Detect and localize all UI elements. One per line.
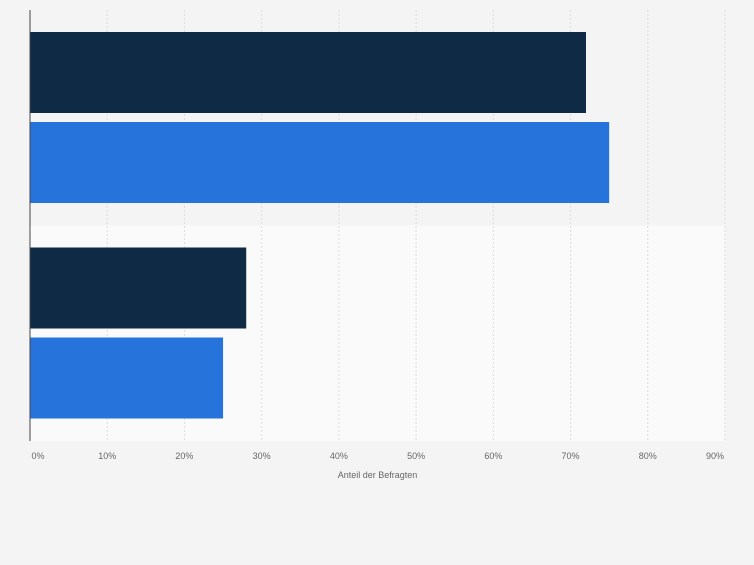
bar [30,247,247,329]
x-tick-label: 70% [562,451,580,461]
x-tick-label: 20% [175,451,193,461]
x-tick-labels: 0% 10% 20% 30% 40% 50% 60% 70% 80% 90% [31,451,724,461]
x-tick-label: 60% [484,451,502,461]
x-tick-label: 40% [330,451,348,461]
x-axis-label: Anteil der Befragten [338,470,418,480]
x-tick-label: 80% [639,451,657,461]
bars [30,32,610,419]
bar [30,122,610,203]
x-tick-label: 0% [31,451,44,461]
bar [30,337,224,419]
x-tick-label: 90% [706,451,724,461]
x-tick-label: 30% [253,451,271,461]
x-tick-label: 50% [407,451,425,461]
bar [30,32,586,113]
x-tick-label: 10% [98,451,116,461]
